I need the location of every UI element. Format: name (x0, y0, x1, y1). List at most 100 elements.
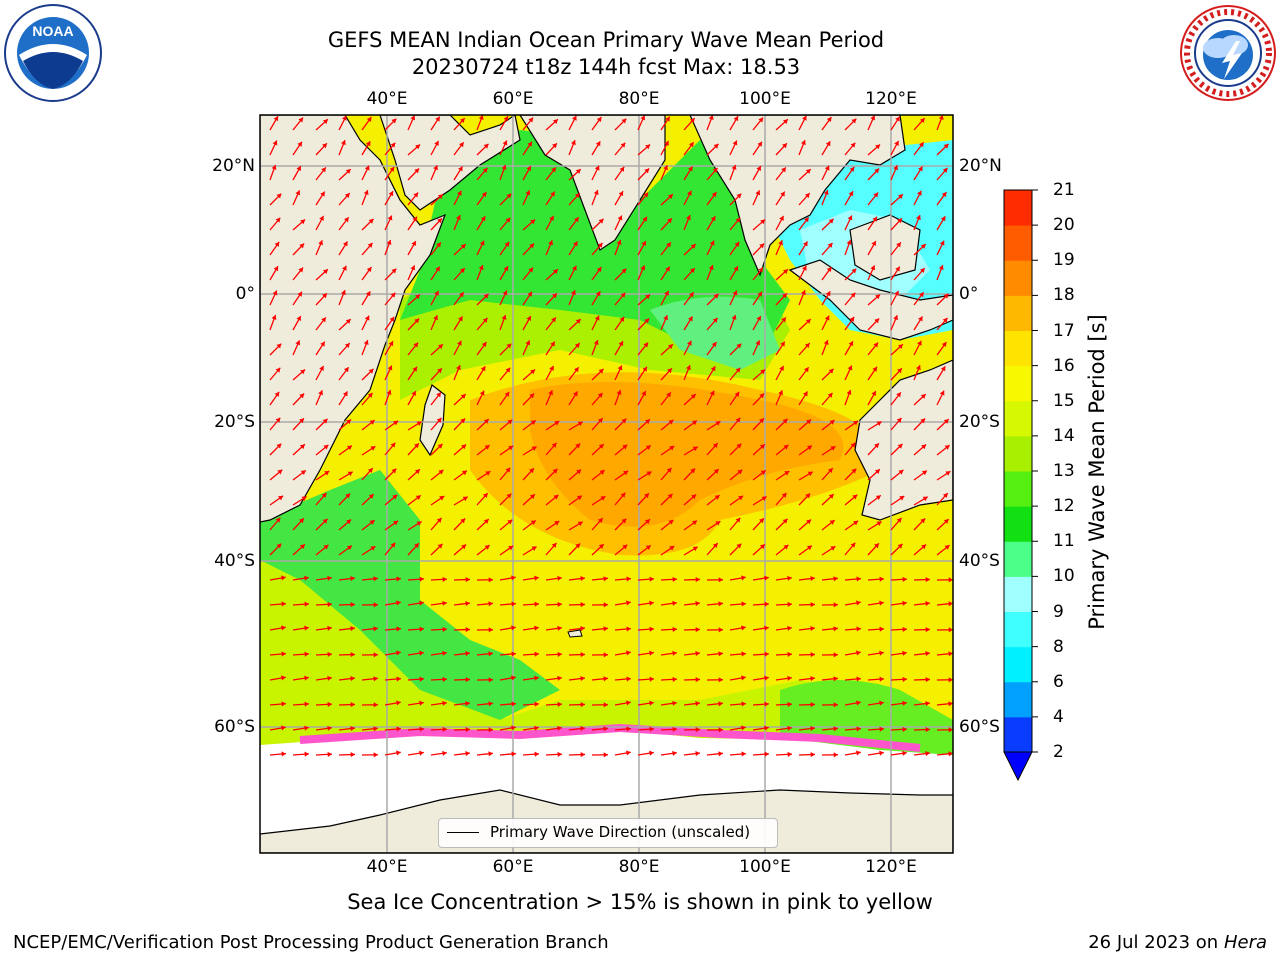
map-title: GEFS MEAN Indian Ocean Primary Wave Mean… (327, 28, 885, 52)
wave-vector-head (718, 727, 723, 733)
wave-vector-head (597, 392, 603, 398)
wave-vector-head (732, 140, 738, 146)
wave-vector-head (666, 467, 672, 473)
wave-vector-head (825, 141, 831, 147)
lon-label-bottom-80e: 80°E (618, 857, 660, 877)
wave-vector-head (645, 445, 651, 451)
wave-vector-head (557, 625, 562, 631)
wave-vector-head (478, 265, 484, 270)
wave-vector-head (649, 576, 654, 582)
wave-vector-head (350, 652, 355, 658)
wave-vector-head (672, 626, 677, 632)
wave-vector-head (871, 391, 876, 397)
wave-vector-head (735, 417, 741, 423)
wave-vector-head (392, 494, 398, 500)
wave-vector-head (735, 367, 741, 373)
wave-vector-head (570, 290, 576, 296)
wave-vector-head (781, 492, 787, 498)
wave-vector-head (529, 243, 535, 249)
wave-vector-head (848, 341, 854, 347)
wave-vector-head (373, 652, 378, 658)
wave-vector-head (623, 470, 629, 476)
wave-vector-head (389, 316, 395, 322)
wave-vector-head (641, 241, 646, 247)
colorbar-tick-label: 21 (1053, 180, 1075, 200)
wave-vector-head (396, 626, 401, 632)
wave-vector-head (685, 215, 691, 221)
wave-vector-head (616, 389, 622, 395)
wave-vector-head (897, 344, 903, 350)
wave-vector-head (735, 217, 741, 223)
wave-vector-head (672, 700, 677, 706)
wave-vector-head (921, 470, 927, 476)
wave-vector-head (465, 677, 470, 683)
period-contour-13-south (260, 560, 953, 760)
wave-vector-head (534, 625, 539, 631)
wave-vector-head (458, 292, 464, 298)
wave-vector-head (457, 190, 462, 196)
wave-vector-head (691, 520, 697, 526)
wave-vector-head (645, 545, 651, 551)
wave-vector-head (570, 140, 576, 146)
wave-vector-head (803, 391, 808, 397)
wave-vector-head (272, 140, 278, 146)
wave-vector-head (925, 677, 930, 683)
wave-vector-head (304, 675, 309, 681)
wave-vector-head (299, 418, 304, 424)
wave-vector-head (391, 268, 397, 274)
wave-vector-head (833, 576, 838, 582)
wave-vector-head (304, 651, 309, 657)
land-borneo (849, 214, 921, 281)
wave-vector-head (918, 316, 923, 322)
wave-vector-head (304, 625, 309, 631)
wave-vector-head (649, 650, 654, 656)
wave-vector-head (667, 493, 673, 499)
wave-vector-head (595, 141, 601, 147)
wave-vector-head (389, 166, 395, 172)
wave-vector-head (367, 392, 373, 398)
wave-vector-head (902, 700, 907, 706)
wave-vector-head (849, 166, 855, 172)
wave-vector-head (488, 701, 493, 707)
wave-vector-head (391, 468, 397, 474)
wave-vector-head (437, 443, 443, 449)
wave-vector-head (736, 343, 742, 349)
wave-vector-head (663, 165, 668, 171)
wave-vector-head (419, 726, 424, 732)
wave-vector-head (833, 602, 838, 608)
wave-vector-head (479, 240, 485, 246)
wave-vector-head (876, 421, 882, 426)
wave-vector-head (810, 576, 815, 582)
wave-vector-head (506, 343, 512, 349)
wave-vector-head (692, 546, 698, 552)
wave-vector-head (340, 290, 346, 296)
wave-vector-head (874, 469, 880, 475)
wave-vector-head (899, 496, 905, 501)
wave-vector-head (575, 443, 581, 449)
wave-vector-head (304, 575, 309, 581)
wave-vector-head (410, 115, 416, 121)
wave-vector-head (437, 218, 442, 224)
wave-vector-head (664, 290, 669, 296)
wave-vector-head (810, 676, 815, 682)
colorbar (1003, 189, 1038, 782)
colorbar-segment (1004, 681, 1032, 718)
wave-vector-head (485, 471, 491, 476)
wave-vector-head (925, 651, 930, 657)
wave-vector-head (276, 193, 282, 199)
wave-vector-head (853, 520, 859, 526)
wave-vector-head (396, 676, 401, 682)
wave-vector-head (709, 240, 715, 246)
wave-vector-head (689, 268, 695, 274)
wave-vector-head (304, 751, 309, 757)
wave-vector-head (870, 115, 876, 121)
lon-label-top-40e: 40°E (366, 89, 408, 109)
wave-vector-head (787, 675, 792, 681)
wave-vector-head (511, 575, 516, 581)
wave-vector-head (534, 675, 539, 681)
wave-vector-head (803, 241, 808, 247)
wave-vector-head (850, 142, 856, 148)
legend-line-sample (447, 832, 479, 833)
colorbar-segment (1004, 576, 1032, 612)
wave-vector-head (412, 366, 417, 372)
